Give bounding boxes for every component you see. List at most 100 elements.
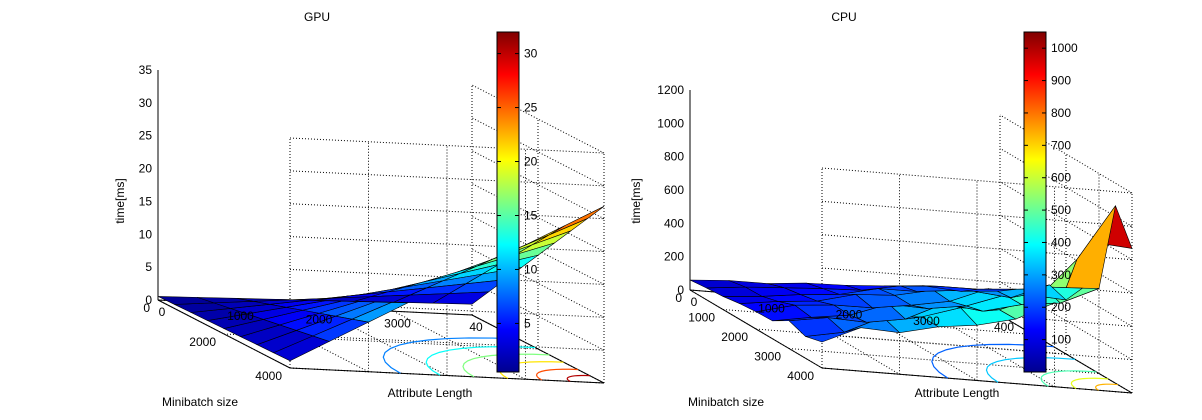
cpu-y-tick-label: 3000 [754, 350, 781, 364]
cpu-grid-line [821, 167, 1133, 194]
cpu-grid-line [821, 267, 1133, 294]
cpu-x-tick-label: 0 [691, 295, 698, 309]
cpu-z-tick-label: 800 [664, 150, 684, 164]
gpu-grid-line [471, 150, 605, 220]
gpu-grid-line [289, 268, 605, 285]
gpu-grid-line [289, 334, 605, 351]
gpu-x-tick-label: 40 [469, 320, 483, 334]
cpu-colorbar-tick-label: 600 [1051, 171, 1071, 185]
gpu-grid-line [289, 236, 605, 253]
cpu-title: CPU [831, 10, 856, 24]
cpu-colorbar-tick-label: 1000 [1051, 41, 1078, 55]
gpu-grid-line [471, 281, 605, 351]
gpu-z-tick-label: 15 [139, 194, 153, 208]
gpu-title: GPU [304, 10, 330, 24]
gpu-x-ticks: 0 1000 2000 3000 40 [159, 305, 483, 334]
cpu-colorbar [1023, 31, 1047, 373]
gpu-z-tick-label: 35 [139, 63, 153, 77]
gpu-floor-edge [289, 367, 605, 384]
gpu-x-tick-label: 3000 [384, 316, 411, 330]
cpu-y-tick-label: 4000 [787, 369, 814, 383]
cpu-grid-line [821, 234, 1133, 261]
gpu-colorbar [496, 31, 520, 373]
gpu-colorbar-ticks: 5 10 15 20 25 30 [497, 47, 538, 330]
cpu-colorbar-tick-label: 100 [1051, 333, 1071, 347]
cpu-colorbar-tick-label: 500 [1051, 203, 1071, 217]
gpu-surface-patch [157, 296, 214, 305]
gpu-z-tick-label: 20 [139, 162, 153, 176]
gpu-z-tick-label: 25 [139, 129, 153, 143]
gpu-colorbar-tick-label: 25 [524, 101, 538, 115]
gpu-surface-patch [548, 206, 605, 236]
gpu-z-tick-label: 30 [139, 96, 153, 110]
gpu-x-tick-label: 0 [159, 305, 166, 319]
cpu-z-tick-label: 1000 [657, 116, 684, 130]
gpu-contour-line [535, 368, 578, 381]
cpu-xlabel: Attribute Length [915, 386, 1000, 400]
gpu-y-tick-label: 4000 [255, 369, 282, 383]
gpu-grid-line [289, 137, 605, 154]
cpu-contour-line [1094, 383, 1118, 391]
cpu-z-tick-label: 600 [664, 183, 684, 197]
cpu-floor-edge [999, 314, 1133, 394]
gpu-grid-line [289, 170, 605, 187]
gpu-y-ticks: 0 2000 4000 [143, 301, 282, 383]
gpu-z-tick-label: 5 [145, 260, 152, 274]
cpu-z-tick-label: 1200 [657, 83, 684, 97]
gpu-z-ticks: 0 5 10 15 20 25 30 35 [139, 63, 153, 307]
gpu-plot: GPU 0 5 10 15 20 25 30 35 0 1000 2000 3000 40 0 2000… [113, 10, 605, 409]
cpu-colorbar-tick-label: 400 [1051, 235, 1071, 249]
gpu-grid-line [471, 117, 605, 187]
cpu-colorbar-tick-label: 800 [1051, 106, 1071, 120]
gpu-box-grid [157, 70, 605, 384]
cpu-colorbar-tick-label: 700 [1051, 138, 1071, 152]
cpu-z-tick-label: 400 [664, 216, 684, 230]
gpu-colorbar-tick-label: 30 [524, 47, 538, 61]
gpu-grid-line [471, 84, 605, 154]
cpu-x-tick-label: 3000 [913, 314, 940, 328]
cpu-grid-line [821, 334, 1133, 361]
gpu-x-tick-label: 1000 [227, 309, 254, 323]
cpu-x-ticks: 0 1000 2000 3000 400 [691, 295, 1015, 334]
cpu-surface [689, 205, 1133, 343]
gpu-surface-patch [531, 218, 588, 246]
cpu-y-tick-label: 0 [675, 291, 682, 305]
cpu-x-tick-label: 2000 [836, 308, 863, 322]
cpu-colorbar-ticks: 100 200 300 400 500 600 700 800 900 1000 [1024, 41, 1078, 347]
gpu-contour-line [382, 337, 519, 374]
gpu-z-tick-label: 0 [145, 293, 152, 307]
gpu-xlabel: Attribute Length [388, 386, 473, 400]
cpu-grid-line [821, 200, 1133, 227]
gpu-y-tick-label: 2000 [189, 335, 216, 349]
gpu-z-tick-label: 10 [139, 227, 153, 241]
cpu-y-tick-label: 2000 [721, 330, 748, 344]
gpu-contour-line [566, 374, 590, 382]
gpu-y-tick-label: 0 [143, 301, 150, 315]
gpu-zlabel: time[ms] [113, 178, 127, 223]
cpu-surface-patch [689, 279, 746, 289]
cpu-contour-line [1040, 370, 1097, 387]
cpu-y-ticks: 0 1000 2000 3000 4000 [675, 291, 814, 383]
gpu-grid-line [289, 203, 605, 220]
cpu-x-tick-label: 400 [994, 320, 1014, 334]
gpu-y-axis [157, 299, 291, 369]
cpu-contours [931, 343, 1118, 391]
gpu-grid-line [471, 183, 605, 253]
gpu-grid-line [289, 301, 605, 318]
gpu-ylabel: Minibatch size [162, 395, 238, 409]
gpu-x-tick-label: 2000 [306, 313, 333, 327]
gpu-grid-line [471, 215, 605, 285]
cpu-zlabel: time[ms] [629, 178, 643, 223]
cpu-ylabel: Minibatch size [688, 395, 764, 409]
cpu-z-tick-label: 0 [677, 283, 684, 297]
cpu-colorbar-tick-label: 900 [1051, 74, 1071, 88]
cpu-grid-line [788, 348, 1100, 374]
cpu-z-tick-label: 200 [664, 250, 684, 264]
gpu-colorbar-tick-label: 15 [524, 208, 538, 222]
cpu-y-tick-label: 1000 [688, 311, 715, 325]
cpu-y-axis [689, 289, 823, 369]
cpu-colorbar-tick-label: 300 [1051, 268, 1071, 282]
gpu-colorbar-tick-label: 10 [524, 262, 538, 276]
